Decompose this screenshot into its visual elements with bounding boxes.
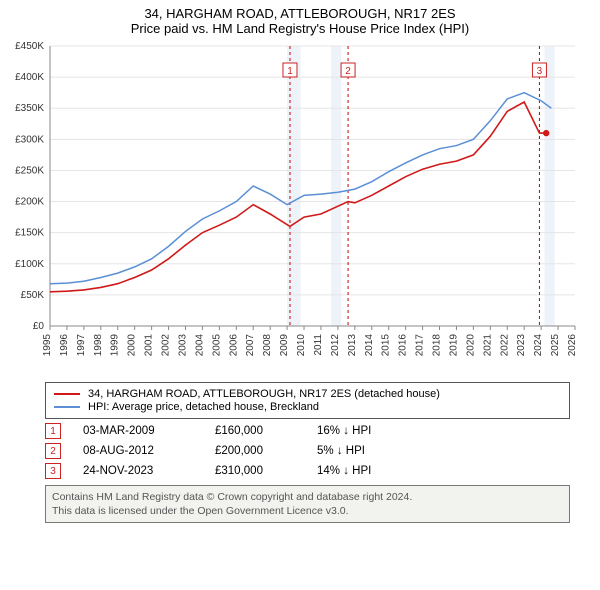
footer-line: This data is licensed under the Open Gov… (52, 504, 563, 518)
svg-text:2011: 2011 (313, 334, 324, 356)
svg-text:1995: 1995 (42, 334, 53, 357)
svg-text:2009: 2009 (279, 334, 290, 357)
event-marker-icon: 3 (45, 463, 61, 479)
svg-text:2025: 2025 (550, 334, 561, 357)
legend-label: 34, HARGHAM ROAD, ATTLEBOROUGH, NR17 2ES… (88, 388, 440, 400)
svg-text:2026: 2026 (567, 334, 578, 357)
svg-text:2001: 2001 (144, 334, 155, 357)
svg-text:1996: 1996 (59, 334, 70, 357)
svg-text:1997: 1997 (76, 334, 87, 357)
svg-text:2014: 2014 (364, 334, 375, 357)
svg-text:3: 3 (537, 66, 543, 77)
event-diff: 5% ↓ HPI (317, 445, 407, 457)
svg-text:2006: 2006 (228, 334, 239, 357)
svg-text:2024: 2024 (533, 334, 544, 357)
svg-text:2000: 2000 (127, 334, 138, 357)
svg-text:2016: 2016 (398, 334, 409, 357)
svg-text:£350K: £350K (15, 103, 44, 114)
event-price: £160,000 (215, 425, 295, 437)
svg-text:£300K: £300K (15, 134, 44, 145)
event-row: 3 24-NOV-2023 £310,000 14% ↓ HPI (45, 463, 570, 479)
event-marker-icon: 2 (45, 443, 61, 459)
svg-text:2021: 2021 (482, 334, 493, 357)
svg-text:2020: 2020 (465, 334, 476, 357)
event-marker-icon: 1 (45, 423, 61, 439)
footer-attribution: Contains HM Land Registry data © Crown c… (45, 485, 570, 523)
svg-text:2018: 2018 (432, 334, 443, 357)
svg-text:2007: 2007 (245, 334, 256, 357)
svg-text:£150K: £150K (15, 228, 44, 239)
legend-swatch (54, 406, 80, 408)
price-vs-hpi-chart: £0 £50K £100K £150K £200K £250K £300K £350K £400… (0, 36, 600, 376)
svg-text:2013: 2013 (347, 334, 358, 357)
svg-text:£50K: £50K (21, 290, 45, 301)
event-diff: 14% ↓ HPI (317, 465, 407, 477)
event-price: £200,000 (215, 445, 295, 457)
event-list: 1 03-MAR-2009 £160,000 16% ↓ HPI 2 08-AU… (45, 423, 570, 479)
svg-text:£250K: £250K (15, 165, 44, 176)
svg-text:2010: 2010 (296, 334, 307, 357)
svg-text:2022: 2022 (499, 334, 510, 357)
legend-label: HPI: Average price, detached house, Brec… (88, 401, 319, 413)
svg-text:2012: 2012 (330, 334, 341, 357)
svg-text:2019: 2019 (448, 334, 459, 357)
svg-text:2004: 2004 (194, 334, 205, 357)
svg-text:2023: 2023 (516, 334, 527, 357)
legend-swatch (54, 393, 80, 395)
svg-text:2005: 2005 (211, 334, 222, 357)
svg-text:2002: 2002 (161, 334, 172, 357)
svg-text:1999: 1999 (110, 334, 121, 357)
svg-text:1998: 1998 (93, 334, 104, 357)
svg-text:2008: 2008 (262, 334, 273, 357)
svg-text:2003: 2003 (177, 334, 188, 357)
svg-text:£400K: £400K (15, 72, 44, 83)
title-subtitle: Price paid vs. HM Land Registry's House … (0, 21, 600, 36)
legend: 34, HARGHAM ROAD, ATTLEBOROUGH, NR17 2ES… (45, 382, 570, 419)
event-date: 24-NOV-2023 (83, 465, 193, 477)
svg-text:£200K: £200K (15, 197, 44, 208)
svg-text:1: 1 (287, 66, 293, 77)
svg-text:2: 2 (345, 66, 351, 77)
event-row: 2 08-AUG-2012 £200,000 5% ↓ HPI (45, 443, 570, 459)
event-diff: 16% ↓ HPI (317, 425, 407, 437)
event-date: 08-AUG-2012 (83, 445, 193, 457)
event-row: 1 03-MAR-2009 £160,000 16% ↓ HPI (45, 423, 570, 439)
svg-text:2017: 2017 (415, 334, 426, 357)
svg-text:£450K: £450K (15, 41, 44, 52)
svg-text:£100K: £100K (15, 259, 44, 270)
legend-item-property: 34, HARGHAM ROAD, ATTLEBOROUGH, NR17 2ES… (54, 388, 561, 400)
svg-text:£0: £0 (33, 321, 45, 332)
svg-text:2015: 2015 (381, 334, 392, 357)
event-price: £310,000 (215, 465, 295, 477)
title-address: 34, HARGHAM ROAD, ATTLEBOROUGH, NR17 2ES (0, 6, 600, 21)
event-date: 03-MAR-2009 (83, 425, 193, 437)
footer-line: Contains HM Land Registry data © Crown c… (52, 490, 563, 504)
legend-item-hpi: HPI: Average price, detached house, Brec… (54, 401, 561, 413)
